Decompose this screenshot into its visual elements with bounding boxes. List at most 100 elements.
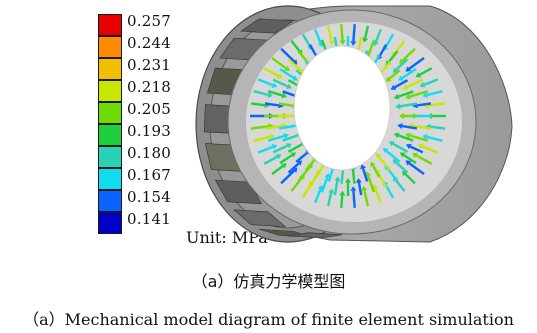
stress-arrow-shaft (392, 142, 409, 153)
magnet-block (240, 18, 295, 34)
stress-arrow-head (417, 143, 424, 150)
stress-arrow-shaft (257, 145, 274, 154)
legend-swatch (98, 58, 122, 80)
stress-arrow-head (370, 161, 376, 167)
stress-arrow-shaft (409, 145, 424, 154)
stress-arrow-head (292, 75, 298, 81)
magnet-block (287, 232, 343, 239)
caption-english: （a）Mechanical model diagram of finite el… (23, 310, 514, 329)
stress-arrow-head (284, 65, 290, 72)
stress-arrow-shaft (387, 50, 399, 63)
stress-arrow-shaft (295, 151, 309, 163)
stress-arrow-head (277, 73, 284, 79)
stress-arrow-shaft (401, 124, 418, 130)
stress-arrow-shaft (426, 90, 443, 97)
stress-arrow-head (393, 132, 400, 139)
stress-arrow-shaft (397, 90, 414, 98)
stress-arrow-head (334, 176, 341, 182)
stress-arrow-shaft (257, 78, 274, 87)
legend-value: 0.141 (127, 210, 171, 228)
stress-arrow-shaft (385, 149, 401, 163)
stress-arrow-shaft (426, 135, 443, 142)
stress-arrow-shaft (413, 124, 432, 130)
stress-arrow-head (393, 93, 400, 100)
stress-arrow-head (328, 40, 335, 46)
stress-arrow-shaft (374, 187, 382, 204)
stress-arrow-head (399, 113, 404, 119)
stress-arrow-head (267, 91, 273, 98)
stress-arrow-shaft (421, 145, 439, 154)
stress-arrow-head (345, 178, 351, 183)
legend-value: 0.180 (127, 144, 171, 162)
color-legend: 0.257 0.244 0.231 0.218 0.205 0.193 0.180 0.167… (98, 14, 238, 238)
stress-arrow-head (375, 153, 382, 159)
stress-arrow-head (324, 173, 331, 179)
legend-value: 0.167 (127, 166, 171, 184)
legend-swatch (98, 14, 122, 36)
stress-arrow-shaft (401, 67, 417, 79)
legend-value: 0.257 (127, 12, 171, 30)
stress-arrow-shaft (352, 190, 356, 208)
stator-model-illustration (195, 5, 513, 243)
stress-arrow-shaft (371, 165, 381, 178)
stress-arrow-shaft (253, 90, 269, 96)
stress-arrow-shaft (250, 102, 265, 107)
stress-arrow-shaft (340, 195, 344, 208)
stress-arrow-head (412, 152, 418, 158)
stress-arrow-shaft (423, 78, 439, 86)
stress-arrow-shaft (278, 102, 294, 108)
stress-arrow-shaft (287, 143, 303, 153)
stress-arrow-shaft (374, 28, 382, 43)
stress-arrow-shaft (395, 58, 409, 71)
legend-value: 0.244 (127, 34, 171, 52)
stress-arrow-head (271, 144, 278, 150)
stress-arrow-shaft (408, 56, 425, 70)
stress-arrow-head (283, 133, 290, 139)
legend-swatch (98, 190, 122, 212)
stress-arrow-shaft (352, 24, 356, 42)
stress-arrow-shaft (394, 179, 406, 192)
stress-arrow-shaft (282, 90, 298, 98)
stress-arrow-head (350, 41, 357, 46)
stress-arrow-shaft (301, 33, 311, 47)
stress-arrow-shaft (388, 69, 401, 80)
stress-arrow-head (290, 152, 297, 158)
legend-swatch (98, 146, 122, 168)
legend-value: 0.154 (127, 188, 171, 206)
stress-arrow-shaft (272, 144, 288, 154)
stress-arrow-head (339, 40, 346, 45)
stress-arrow-head (328, 188, 335, 194)
stress-arrow-head (269, 133, 275, 140)
stress-arrow-head (350, 186, 357, 191)
stress-arrow-shaft (408, 162, 425, 176)
stress-arrow-shaft (409, 90, 429, 98)
stress-arrow-shaft (264, 102, 280, 107)
stress-arrow-shaft (263, 155, 278, 165)
stress-arrow-head (419, 81, 426, 88)
stress-arrow-shaft (397, 134, 414, 142)
legend-value: 0.231 (127, 56, 171, 74)
stress-arrow-head (281, 92, 288, 99)
stress-arrow-head (365, 171, 371, 177)
stress-arrow-shaft (250, 125, 269, 130)
stress-arrow-shaft (333, 180, 339, 196)
stress-arrow-shaft (279, 67, 295, 79)
legend-swatch (98, 102, 122, 124)
stress-arrow-shaft (399, 102, 418, 108)
stress-arrow-head (399, 152, 406, 158)
stress-arrow-shaft (404, 173, 416, 185)
bore-opening (293, 45, 391, 171)
stress-arrow-shaft (409, 134, 429, 142)
stress-arrow-head (422, 134, 428, 140)
stress-arrow-shaft (416, 102, 432, 107)
stress-arrow-shaft (384, 33, 395, 48)
legend-swatch (98, 124, 122, 146)
stress-arrow-head (397, 123, 403, 129)
stress-arrow-field (250, 24, 446, 208)
stress-arrow-shaft (264, 124, 283, 130)
stress-arrow-head (355, 178, 362, 184)
stress-arrow-head (398, 75, 404, 81)
stress-arrow-head (372, 41, 379, 47)
legend-swatch (98, 80, 122, 102)
stress-arrow-shaft (419, 67, 433, 76)
